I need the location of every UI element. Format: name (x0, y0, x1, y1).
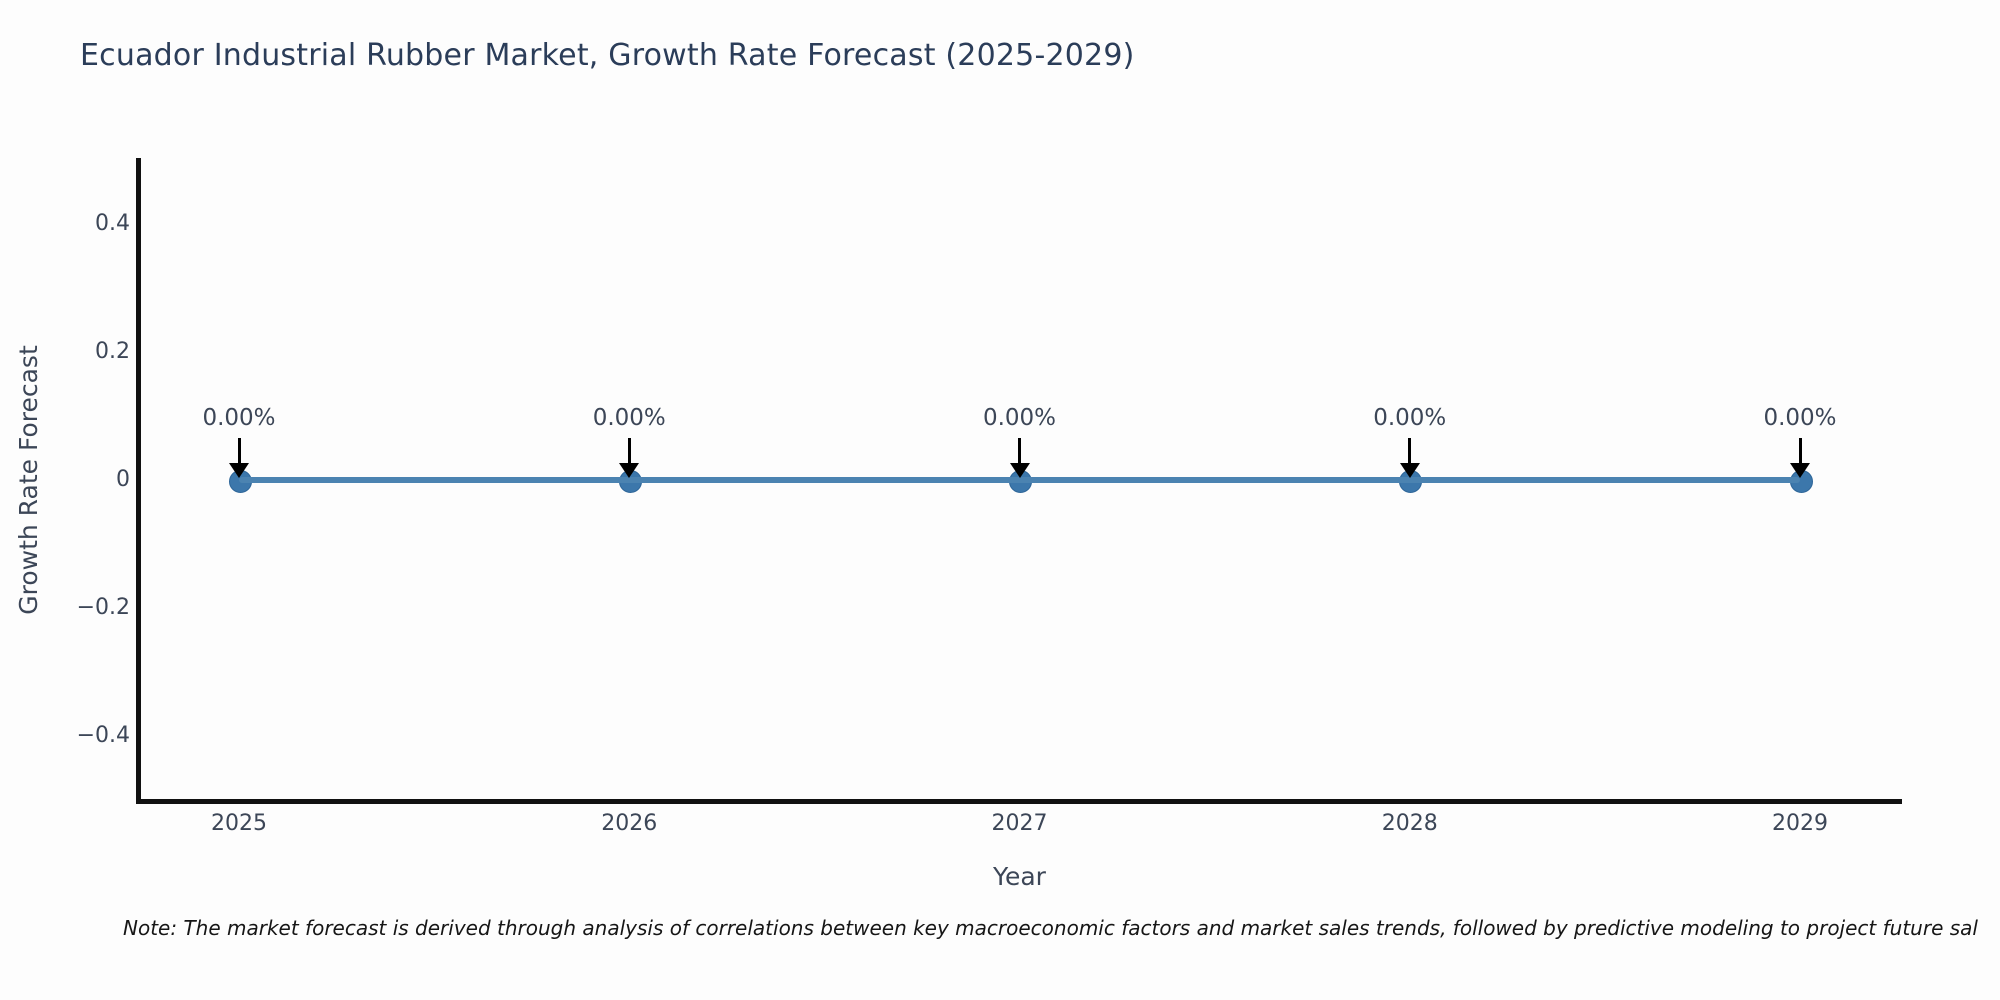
y-tick-label-−0.4: −0.4 (76, 723, 130, 748)
annotation-label-2026: 0.00% (592, 405, 666, 431)
x-tick-label-2029: 2029 (1772, 811, 1828, 836)
annotation-arrow-head-icon (1009, 463, 1030, 478)
y-tick-label-0.2: 0.2 (95, 339, 130, 364)
x-tick-label-2026: 2026 (601, 811, 658, 836)
y-axis-title: Growth Rate Forecast (14, 345, 43, 615)
annotation-arrow-shaft (1408, 438, 1412, 464)
annotation-label-2025: 0.00% (202, 405, 276, 431)
annotation-label-2028: 0.00% (1373, 405, 1447, 431)
annotation-label-2027: 0.00% (982, 405, 1057, 431)
annotation-arrow-shaft (1798, 438, 1802, 464)
y-tick-label-0.4: 0.4 (95, 211, 130, 236)
annotation-arrow-shaft (237, 438, 241, 464)
chart-title: Ecuador Industrial Rubber Market, Growth… (80, 38, 1135, 73)
annotation-arrow-shaft (627, 438, 631, 464)
x-tick-label-2028: 2028 (1381, 811, 1438, 836)
series-line (239, 477, 1800, 483)
annotation-arrow-head-icon (1790, 463, 1810, 478)
y-tick-label-−0.2: −0.2 (76, 595, 130, 620)
x-tick-label-2027: 2027 (991, 811, 1048, 836)
x-axis-line (136, 799, 1902, 804)
annotation-arrow-head-icon (619, 463, 640, 478)
annotation-arrow-head-icon (1399, 463, 1420, 478)
chart-footnote: Note: The market forecast is derived thr… (123, 916, 1978, 940)
annotation-label-2029: 0.00% (1763, 405, 1837, 431)
annotation-arrow-shaft (1018, 438, 1021, 464)
y-axis-line (136, 158, 141, 804)
y-tick-label-0: 0 (116, 467, 130, 492)
x-tick-label-2025: 2025 (211, 811, 267, 836)
x-axis-title: Year (993, 862, 1046, 891)
annotation-arrow-head-icon (229, 463, 249, 478)
